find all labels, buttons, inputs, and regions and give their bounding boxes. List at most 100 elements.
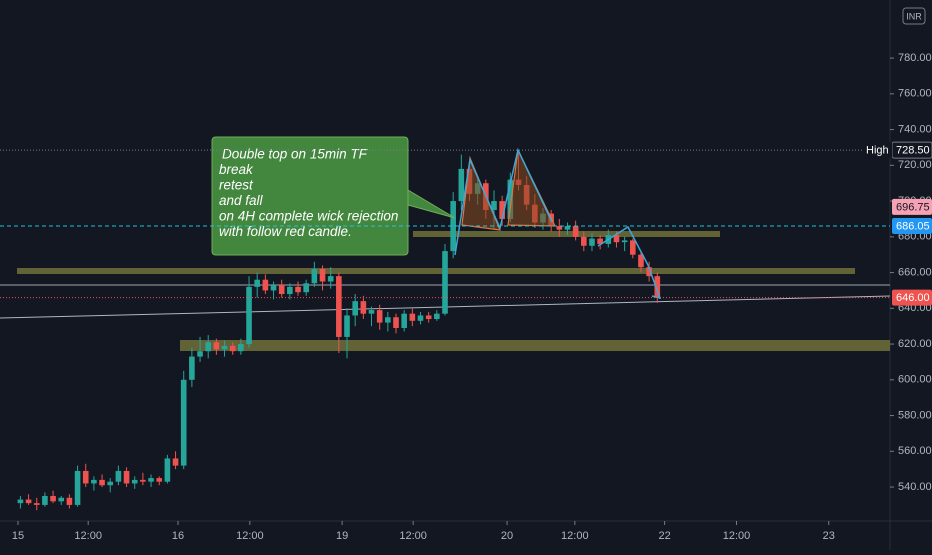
candle-body <box>140 479 146 482</box>
candle-body <box>229 345 236 352</box>
x-tick-label: 12:00 <box>723 530 751 542</box>
annotation-line: with follow red candle. <box>219 224 352 239</box>
candle-body <box>270 285 277 291</box>
candle-body <box>319 268 326 282</box>
candle-body <box>376 310 383 323</box>
candle-body <box>425 315 432 320</box>
candle-body <box>417 315 424 321</box>
candle-body <box>107 481 114 486</box>
y-tick-label: 540.00 <box>898 481 932 493</box>
annotation-line: on 4H complete wick rejection <box>219 209 398 224</box>
candle-body <box>74 470 81 505</box>
candle-body <box>409 313 416 321</box>
y-tick-label: 580.00 <box>898 409 932 421</box>
candle-body <box>491 201 497 211</box>
x-tick-label: 19 <box>336 530 348 542</box>
candle-body <box>91 479 97 484</box>
candle-body <box>638 254 644 268</box>
candle-body <box>262 279 269 291</box>
candle-body <box>556 226 563 230</box>
candle-body <box>597 238 603 244</box>
candle-body <box>213 342 220 350</box>
price-label-box <box>892 198 932 215</box>
y-tick-label: 600.00 <box>898 374 932 386</box>
price-label-box <box>892 289 932 306</box>
candle-body <box>507 179 514 219</box>
candle-body <box>205 342 212 352</box>
candle-body <box>50 495 56 502</box>
candle-body <box>401 313 407 328</box>
candle-body <box>442 251 448 314</box>
price-label: 646.00 <box>896 292 930 304</box>
x-tick-label: 23 <box>823 530 835 542</box>
candle-body <box>42 495 48 505</box>
candle-body <box>303 283 309 293</box>
candle-body <box>327 276 334 282</box>
candle-body <box>287 286 293 295</box>
candle-body <box>238 344 244 352</box>
candle-body <box>123 470 130 484</box>
x-tick-label: 20 <box>501 530 513 542</box>
candle-body <box>621 240 628 243</box>
currency-badge <box>902 7 926 25</box>
candle-body <box>458 168 465 202</box>
candle-body <box>180 379 187 466</box>
candle-body <box>246 286 252 345</box>
callout <box>211 136 456 256</box>
candle-body <box>278 285 285 295</box>
zone <box>413 231 720 237</box>
y-tick-label: 720.00 <box>898 159 932 171</box>
price-label-name-box <box>862 142 892 159</box>
candle-body <box>115 470 122 482</box>
candle-body <box>25 499 32 504</box>
zone <box>180 340 890 351</box>
x-tick-label: 12:00 <box>399 530 427 542</box>
candle-body <box>197 351 203 357</box>
candle-body <box>221 345 228 350</box>
candle-body <box>58 497 65 502</box>
annotation-line: retest <box>219 178 254 193</box>
candle-body <box>33 503 40 505</box>
candle-body <box>613 235 620 243</box>
x-tick-label: 15 <box>12 530 24 542</box>
candle-body <box>581 236 587 246</box>
y-tick-label: 780.00 <box>898 52 932 64</box>
candle-body <box>156 478 163 482</box>
candle-body <box>254 279 261 287</box>
candle-body <box>172 458 179 466</box>
candle-body <box>589 238 595 246</box>
candle-body <box>164 458 171 482</box>
candle-body <box>17 499 24 504</box>
annotation-line: break <box>219 162 254 177</box>
annotation-line: Double top on 15min TF <box>222 147 368 162</box>
candle-body <box>148 478 154 482</box>
currency-label: INR <box>906 11 922 21</box>
candle-body <box>336 276 342 337</box>
candles <box>17 150 661 511</box>
candle-body <box>646 267 652 277</box>
x-tick-label: 12:00 <box>236 530 264 542</box>
candle-body <box>629 240 636 255</box>
x-tick-label: 22 <box>659 530 671 542</box>
candle-body <box>352 301 358 316</box>
zone <box>17 268 855 274</box>
y-tick-label: 620.00 <box>898 338 932 350</box>
price-label: 696.75 <box>896 201 930 213</box>
x-tick-label: 12:00 <box>74 530 102 542</box>
candle-body <box>99 479 105 486</box>
y-tick-label: 560.00 <box>898 445 932 457</box>
x-tick-label: 12:00 <box>561 530 589 542</box>
candle-body <box>66 497 73 505</box>
candle-body <box>344 315 350 337</box>
candle-body <box>311 268 318 284</box>
y-tick-label: 760.00 <box>898 88 932 100</box>
candle-body <box>499 201 505 219</box>
price-label-box <box>892 218 932 235</box>
candle-body <box>82 470 89 484</box>
zigzag <box>454 147 553 256</box>
candle-body <box>654 276 661 298</box>
y-tick-label: 660.00 <box>898 266 932 278</box>
